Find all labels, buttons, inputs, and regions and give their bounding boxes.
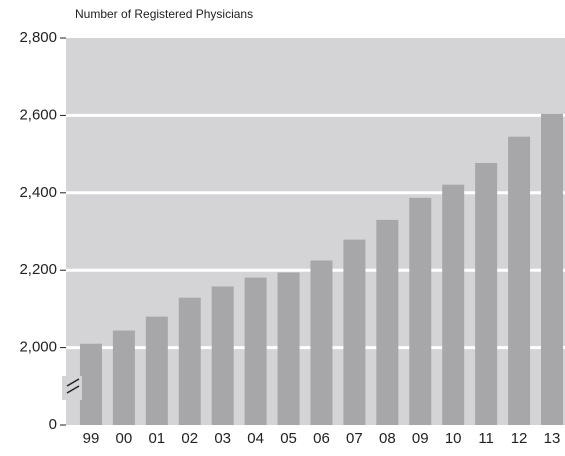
y-tick-label: 2,000	[19, 339, 57, 356]
x-tick-label: 00	[116, 430, 133, 447]
x-tick-label: 07	[346, 430, 363, 447]
y-tick-label: 2,400	[19, 184, 57, 201]
x-tick-label: 05	[280, 430, 297, 447]
bar	[145, 316, 168, 425]
bar	[211, 286, 234, 425]
x-tick-label: 09	[412, 430, 429, 447]
x-tick-label: 11	[478, 430, 494, 447]
bar	[508, 136, 531, 425]
bar	[409, 197, 432, 425]
y-tick-label: 0	[49, 416, 57, 433]
break-mark	[66, 378, 80, 387]
axis-break	[62, 376, 82, 400]
x-tick-label: 03	[214, 430, 231, 447]
bar	[310, 260, 333, 425]
x-tick-label: 08	[379, 430, 396, 447]
x-tick-label: 02	[181, 430, 198, 447]
bar	[79, 343, 102, 425]
bar	[343, 239, 366, 425]
bar	[442, 184, 465, 425]
bars	[79, 113, 563, 426]
bar	[178, 297, 201, 425]
x-tick-label: 10	[445, 430, 462, 447]
break-mark	[66, 385, 80, 394]
bar	[475, 163, 498, 425]
bar	[540, 113, 563, 426]
y-tick-label: 2,600	[19, 106, 57, 123]
bar	[244, 277, 267, 425]
x-tick-label: 99	[83, 430, 100, 447]
bar	[277, 272, 300, 425]
chart-title: Number of Registered Physicians	[75, 7, 253, 21]
y-tick-label: 2,800	[19, 29, 57, 46]
y-tick-label: 2,200	[19, 261, 57, 278]
x-tick-label: 12	[511, 430, 528, 447]
x-tick-label: 04	[247, 430, 264, 447]
x-tick-label: 06	[313, 430, 330, 447]
break-gap	[62, 376, 82, 400]
x-tick-label: 13	[544, 430, 561, 447]
bar	[112, 330, 135, 425]
bar	[376, 219, 399, 425]
x-tick-label: 01	[148, 430, 165, 447]
